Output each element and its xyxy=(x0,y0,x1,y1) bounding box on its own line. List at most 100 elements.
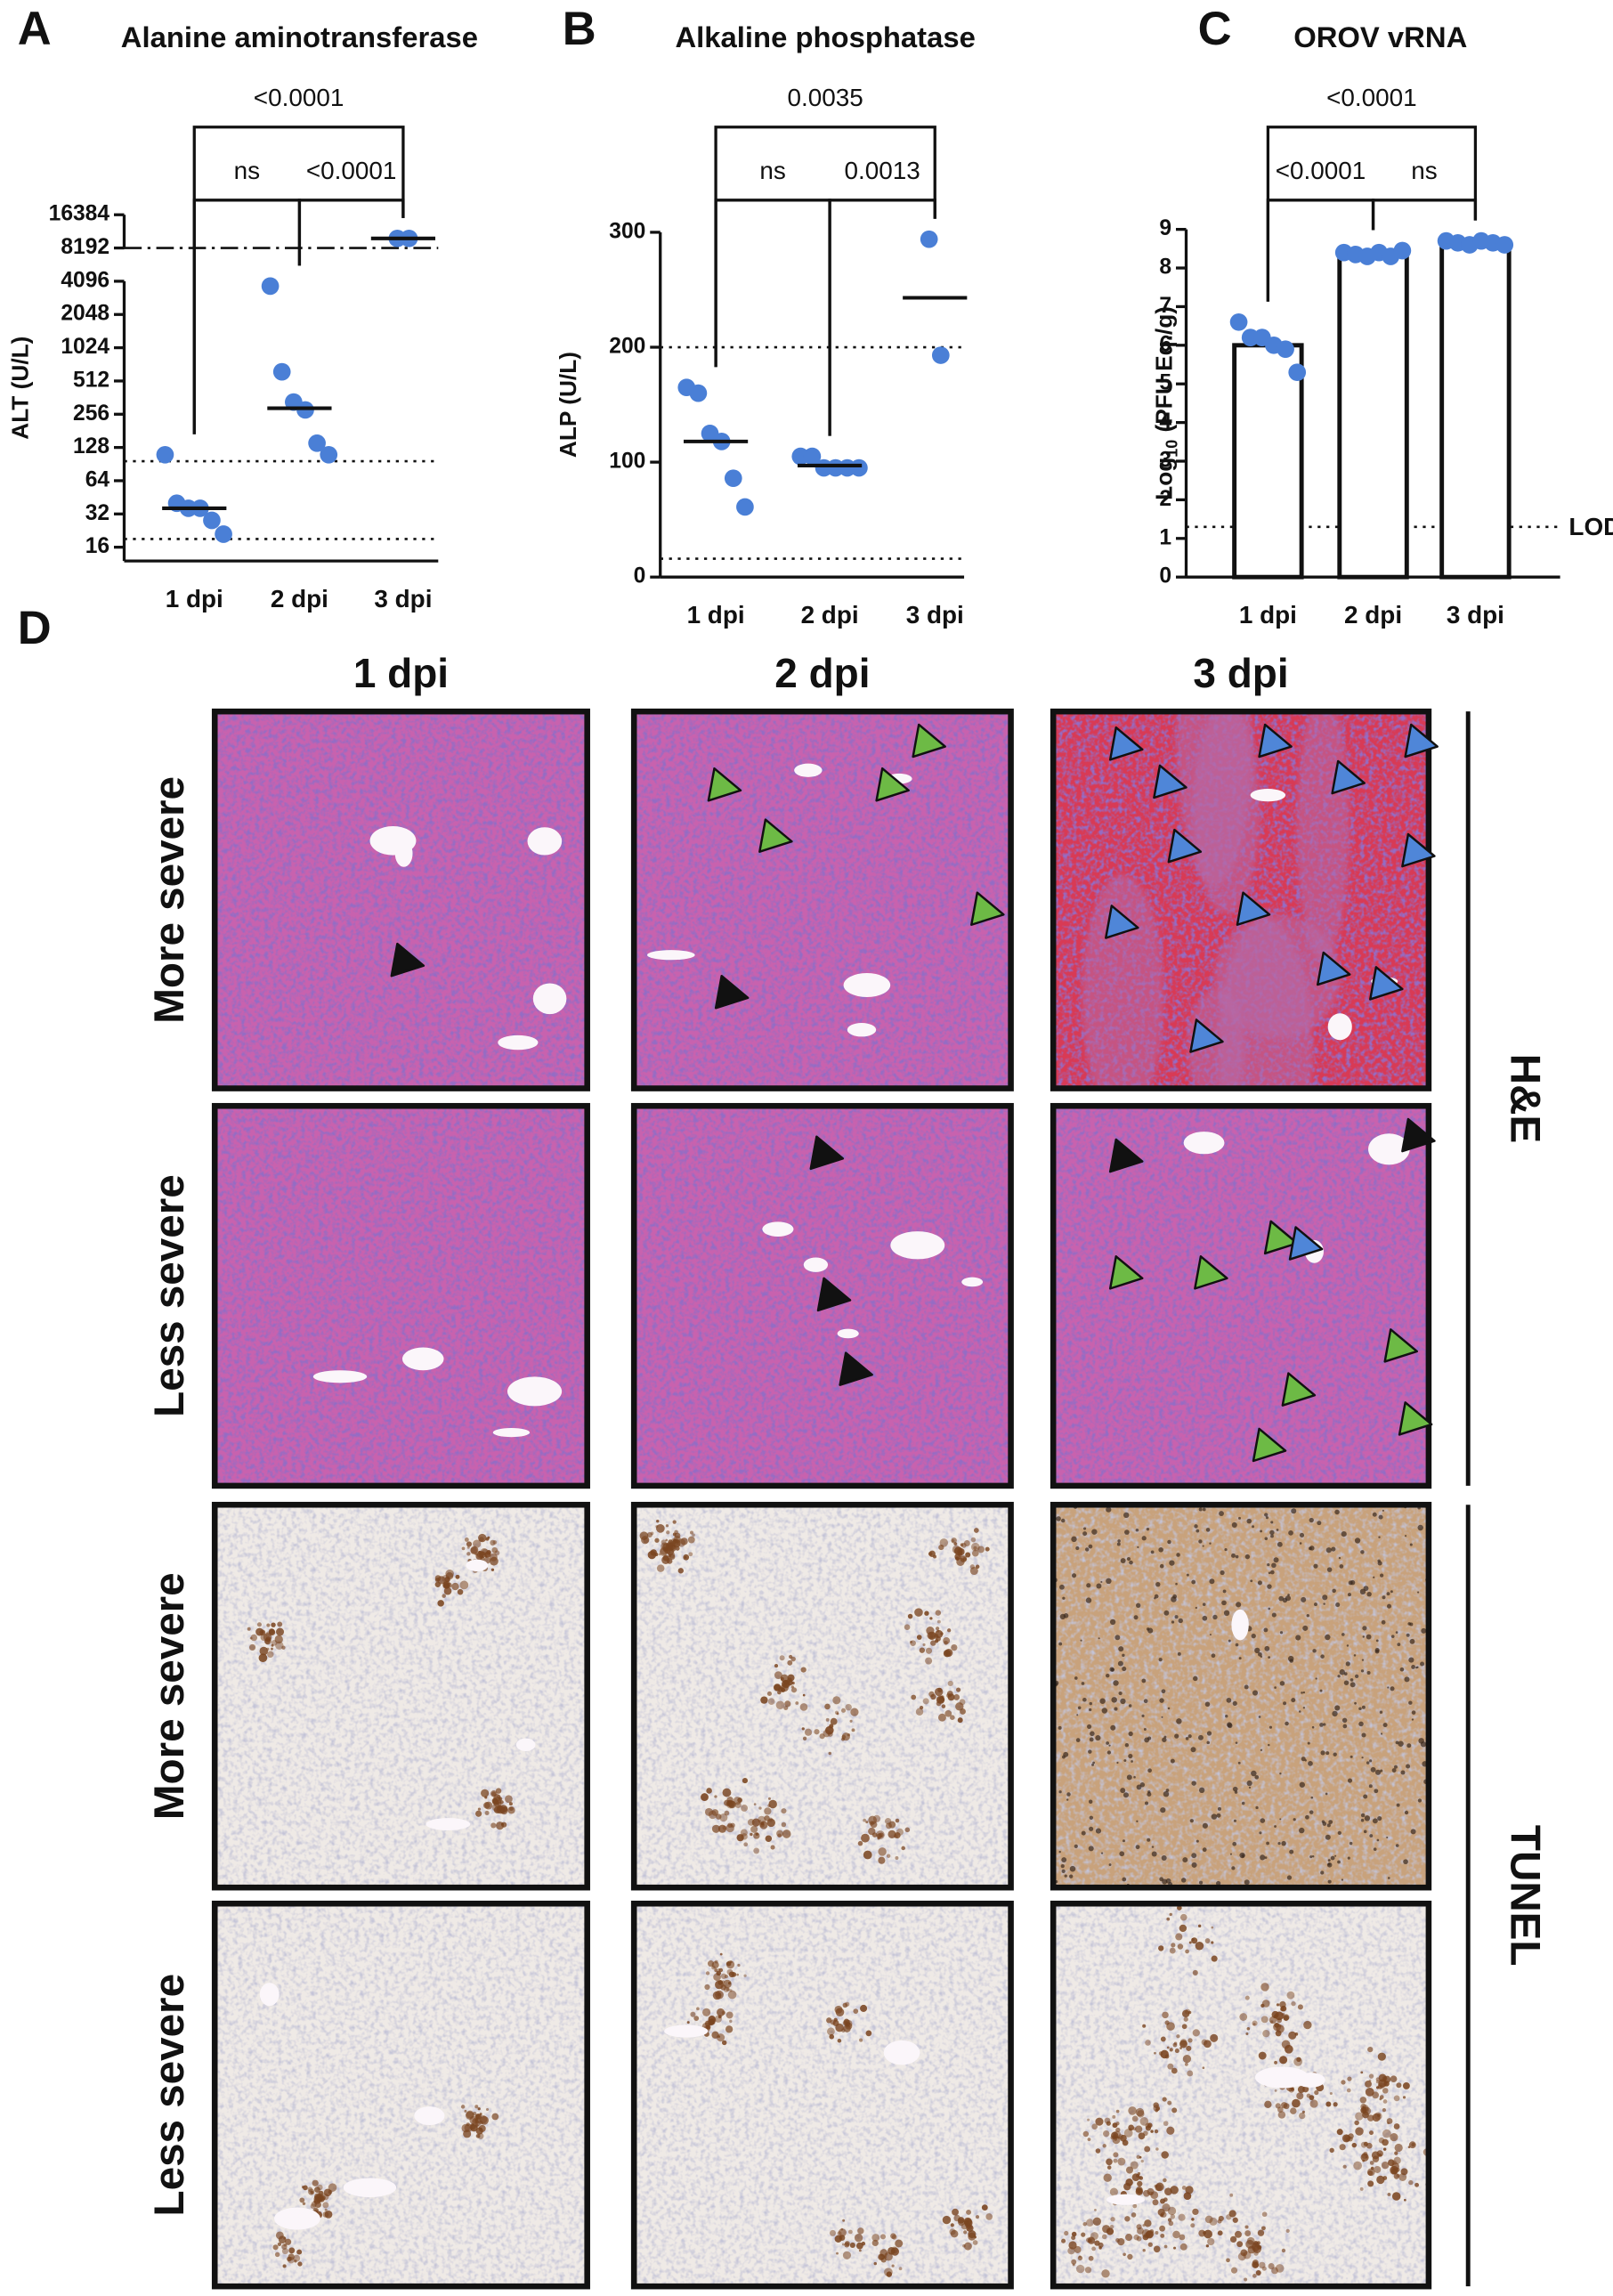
tunel-stain xyxy=(1358,1721,1364,1727)
tunel-stain xyxy=(924,1610,929,1616)
tunel-stain xyxy=(775,1700,785,1710)
tunel-stain xyxy=(936,1619,941,1624)
tunel-stain xyxy=(829,2033,835,2040)
tunel-stain xyxy=(1167,1707,1171,1710)
tunel-stain xyxy=(1233,1819,1236,1822)
tunel-stain xyxy=(1106,2227,1115,2235)
vessel xyxy=(1327,1013,1352,1041)
tunel-stain xyxy=(1140,2159,1144,2163)
vessel xyxy=(492,1428,531,1438)
tunel-stain xyxy=(1091,2123,1098,2130)
y-tick-label: 9 xyxy=(1159,216,1171,240)
tunel-stain xyxy=(1091,1529,1098,1535)
tunel-stain xyxy=(1116,1542,1121,1546)
tunel-stain xyxy=(1255,2269,1261,2276)
tunel-stain xyxy=(1279,1681,1285,1686)
tunel-stain xyxy=(1320,1750,1325,1756)
tunel-stain xyxy=(1355,2112,1364,2121)
tunel-stain xyxy=(1112,2114,1116,2119)
tunel-stain xyxy=(1337,1830,1341,1835)
tunel-stain xyxy=(1235,2230,1242,2238)
tunel-stain xyxy=(936,1629,940,1633)
arrowhead xyxy=(1281,1372,1317,1407)
tunel-stain xyxy=(753,1832,760,1839)
tunel-stain xyxy=(1192,2029,1200,2037)
vessel xyxy=(1368,1133,1410,1165)
tunel-stain xyxy=(895,2239,904,2248)
micrograph-frame xyxy=(211,1501,590,1891)
tunel-stain xyxy=(1411,2142,1415,2147)
tunel-stain xyxy=(1274,1686,1277,1689)
data-point xyxy=(1393,241,1412,260)
tunel-stain xyxy=(747,1819,755,1826)
tunel-stain xyxy=(1381,2162,1390,2170)
data-point xyxy=(689,384,708,402)
tunel-stain xyxy=(1170,2214,1176,2219)
tunel-stain xyxy=(1238,1657,1242,1660)
tunel-stain xyxy=(1147,1838,1151,1842)
tunel-stain xyxy=(1295,1635,1301,1641)
tunel-stain xyxy=(1094,2208,1097,2211)
tunel-stain xyxy=(1393,2173,1400,2179)
tunel-stain xyxy=(1135,1845,1140,1850)
tunel-stain xyxy=(1235,1554,1239,1559)
tunel-stain xyxy=(1277,1541,1283,1547)
tunel-stain xyxy=(1167,2206,1177,2216)
tunel-stain xyxy=(1068,2241,1077,2250)
tunel-stain xyxy=(508,1802,513,1806)
tunel-stain xyxy=(1226,2258,1230,2263)
tunel-stain xyxy=(1125,2234,1133,2242)
tunel-stain xyxy=(1270,2020,1274,2024)
tunel-stain xyxy=(1408,1657,1414,1663)
tunel-stain xyxy=(702,2008,711,2016)
tunel-stain xyxy=(1248,1786,1252,1789)
tunel-stain xyxy=(750,1832,753,1837)
arrowhead xyxy=(970,891,1005,926)
tunel-stain xyxy=(1390,1686,1395,1692)
tunel-stain xyxy=(1086,2219,1094,2227)
tunel-stain xyxy=(1391,1768,1397,1773)
tunel-stain xyxy=(1218,2215,1224,2222)
x-tick-label: 3 dpi xyxy=(1447,601,1504,629)
tunel-stain xyxy=(1393,2156,1401,2165)
tunel-stain xyxy=(824,1703,831,1710)
micrograph-content xyxy=(215,711,588,1089)
tunel-stain xyxy=(655,1525,659,1529)
tunel-stain xyxy=(1075,1738,1081,1742)
micrograph-frame xyxy=(1050,708,1432,1091)
vessel xyxy=(1250,789,1286,802)
tunel-stain xyxy=(826,2017,832,2024)
arrowhead xyxy=(1105,905,1139,939)
tunel-stain xyxy=(1162,2011,1169,2019)
tunel-stain xyxy=(1133,1775,1136,1779)
tunel-stain xyxy=(1194,1524,1198,1529)
y-tick-label: 3 xyxy=(1159,449,1171,473)
tunel-stain xyxy=(672,1520,677,1524)
tunel-stain xyxy=(1152,2199,1159,2206)
tunel-stain xyxy=(1404,2198,1406,2202)
tunel-stain xyxy=(1244,2230,1252,2237)
arrowhead xyxy=(1401,832,1436,868)
arrowhead xyxy=(1252,1427,1287,1463)
tunel-stain xyxy=(1270,1534,1274,1538)
tunel-stain xyxy=(313,2195,323,2203)
tunel-stain xyxy=(1408,1700,1413,1705)
tunel-stain xyxy=(725,1987,730,1992)
tunel-stain xyxy=(1058,1725,1062,1730)
tunel-stain xyxy=(1085,1597,1092,1603)
tunel-stain xyxy=(1131,2115,1139,2122)
tunel-stain xyxy=(266,1647,270,1651)
tunel-stain xyxy=(727,1990,737,2000)
y-tick-label: 8 xyxy=(1159,256,1171,280)
tunel-stain xyxy=(466,1552,471,1556)
tunel-stain xyxy=(1160,1807,1166,1813)
tunel-stain xyxy=(690,1530,693,1535)
tunel-stain xyxy=(1377,2113,1381,2117)
tunel-stain xyxy=(1271,1612,1277,1618)
tunel-stain xyxy=(1089,1708,1092,1712)
tunel-stain xyxy=(1328,1820,1333,1824)
tunel-stain xyxy=(1076,1714,1079,1716)
tunel-stain xyxy=(1186,2045,1192,2051)
